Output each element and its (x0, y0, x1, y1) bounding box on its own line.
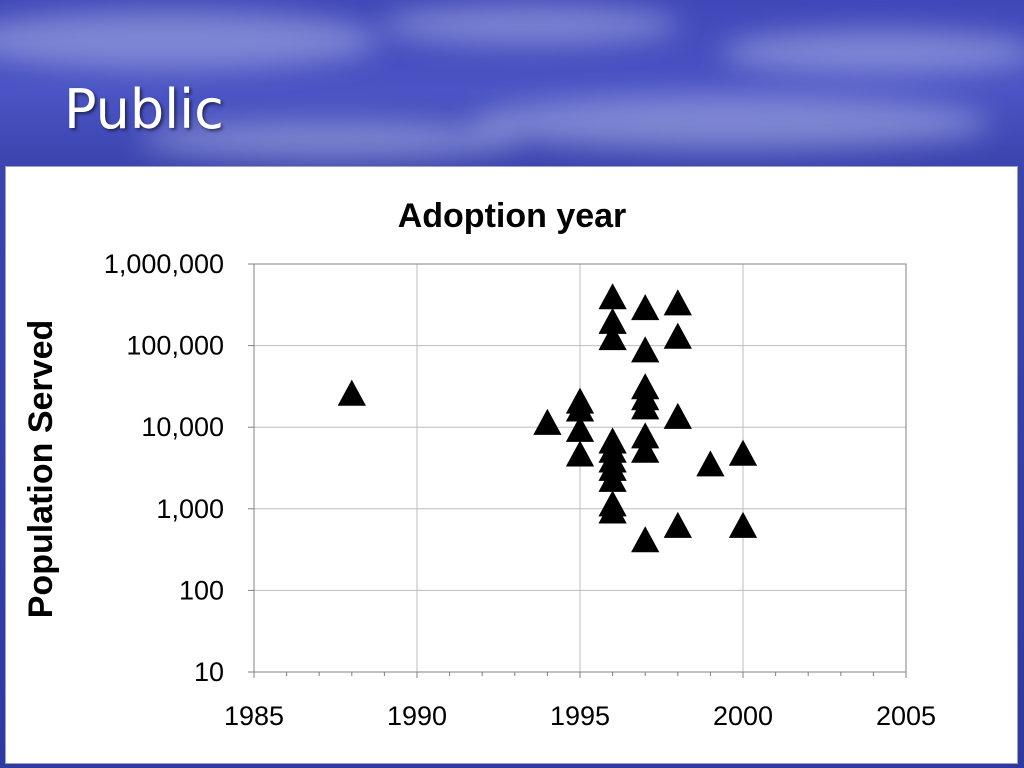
x-tick-label: 1985 (224, 701, 284, 731)
triangle-marker (598, 497, 627, 524)
y-axis-title: Population Served (22, 320, 60, 619)
triangle-marker (663, 289, 692, 316)
y-tick-label: 10,000 (141, 412, 224, 442)
gridlines (254, 264, 906, 672)
triangle-marker (728, 439, 758, 466)
triangle-marker (631, 294, 660, 321)
y-tick-label: 1,000,000 (104, 249, 224, 279)
x-tick-label: 2005 (876, 701, 936, 731)
triangle-marker (631, 393, 660, 420)
y-tick-label: 10 (194, 657, 224, 687)
triangle-marker (663, 322, 692, 349)
scatter-chart: Adoption year Population Served 1985 1990… (22, 197, 936, 731)
x-tick-label: 2000 (713, 701, 773, 731)
chart-panel: Adoption year Population Served 1985 1990… (5, 166, 1018, 764)
data-points (337, 283, 758, 553)
triangle-marker (533, 408, 562, 435)
y-tick-label: 100,000 (126, 331, 224, 361)
triangle-marker (598, 324, 627, 351)
slide-title: Public (64, 78, 224, 141)
sky-clouds-banner (0, 0, 1024, 170)
chart-title: Adoption year (398, 197, 627, 235)
triangle-marker (663, 402, 692, 429)
triangle-marker (631, 336, 660, 363)
triangle-marker (631, 526, 660, 553)
x-tick-label: 1990 (387, 701, 447, 731)
triangle-marker (728, 511, 758, 538)
y-tick-label: 100 (179, 575, 224, 605)
triangle-marker (598, 283, 627, 310)
y-tick-label: 1,000 (156, 494, 224, 524)
triangle-marker (696, 450, 725, 477)
triangle-marker (337, 379, 366, 406)
x-tick-label: 1995 (550, 701, 610, 731)
axis-ticks: 1985 1990 1995 2000 2005 10 100 1,000 10,000 100,… (104, 249, 936, 731)
triangle-marker (631, 436, 660, 463)
triangle-marker (663, 511, 692, 538)
triangle-marker (565, 440, 595, 467)
